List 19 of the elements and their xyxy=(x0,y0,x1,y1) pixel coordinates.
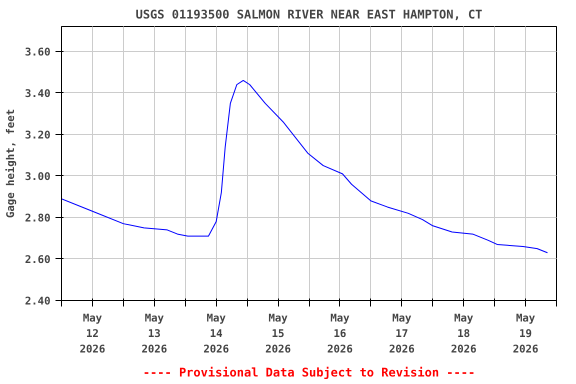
y-tick-label: 2.40 xyxy=(24,294,51,308)
x-tick-label: May 14 2026 xyxy=(203,312,230,356)
x-tick-label: May 17 2026 xyxy=(388,312,415,356)
y-axis-title: Gage height, feet xyxy=(4,108,17,218)
y-tick-label: 3.20 xyxy=(24,128,51,142)
y-tick-label: 2.80 xyxy=(24,211,51,224)
x-tick-label: May 19 2026 xyxy=(512,312,538,356)
y-tick-label: 3.40 xyxy=(24,86,51,100)
x-tick-label: May 16 2026 xyxy=(327,312,353,356)
y-tick-label: 3.00 xyxy=(24,170,51,183)
x-tick-label: May 13 2026 xyxy=(141,312,168,356)
x-tick-label: May 12 2026 xyxy=(80,312,106,356)
text: ---- Provisional Data Subject to Revision ---- xyxy=(142,366,476,380)
x-tick-label: May 18 2026 xyxy=(450,312,477,356)
y-tick-label: 3.60 xyxy=(24,45,51,58)
x-tick-label: May 15 2026 xyxy=(265,312,291,356)
chart-title: USGS 01193500 SALMON RIVER NEAR EAST HAMPTON, CT xyxy=(136,8,482,22)
line-series xyxy=(62,80,548,254)
y-tick-label: 2.60 xyxy=(24,252,51,266)
